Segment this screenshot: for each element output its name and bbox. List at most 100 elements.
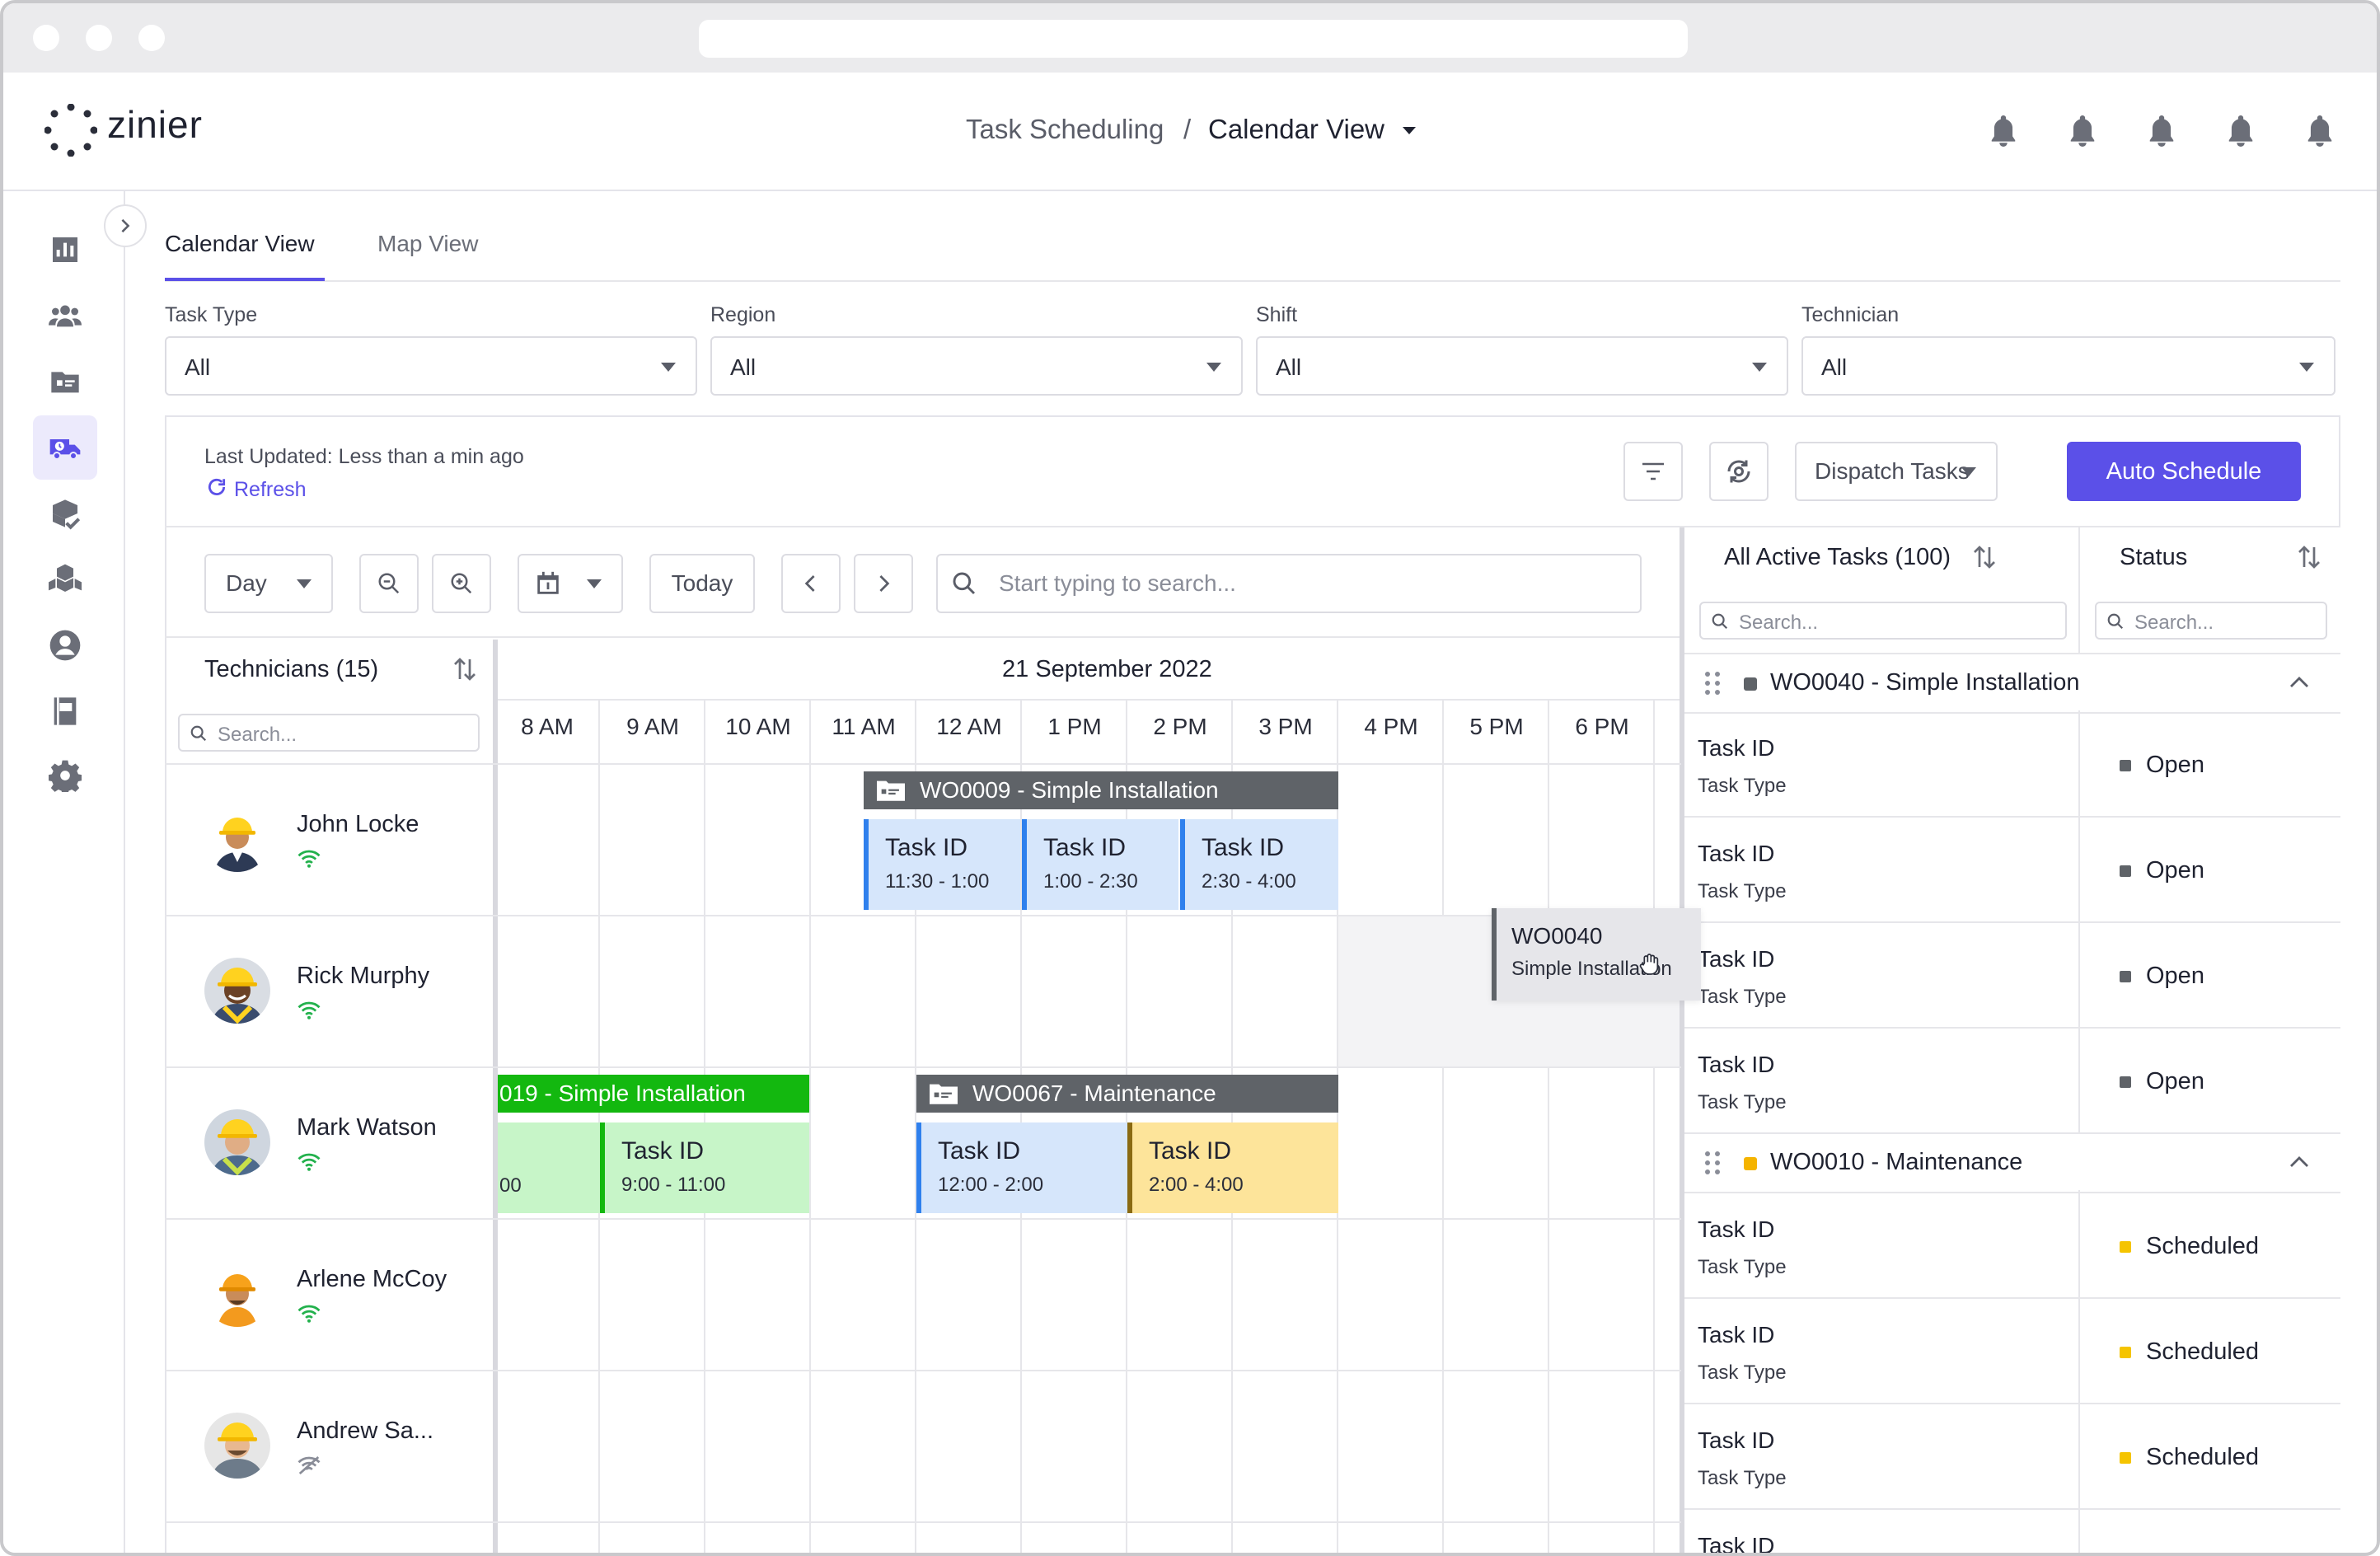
region-select[interactable]: All [710, 336, 1243, 396]
task-id[interactable]: Task ID [1698, 1052, 1775, 1077]
refresh-icon[interactable] [206, 476, 227, 498]
row-line [165, 1218, 1681, 1220]
technician-name[interactable]: Rick Murphy [297, 963, 430, 989]
book-report-icon[interactable] [33, 679, 97, 743]
user-profile-icon[interactable] [33, 613, 97, 677]
work-order-header[interactable]: 019 - Simple Installation [498, 1075, 809, 1113]
work-order-title: 019 - Simple Installation [499, 1080, 746, 1106]
filter-button[interactable] [1623, 442, 1683, 501]
zoom-out-button[interactable] [359, 554, 419, 613]
technician-name[interactable]: John Locke [297, 811, 419, 837]
bell-icon[interactable] [2225, 114, 2256, 148]
task-id[interactable]: Task ID [1698, 1427, 1775, 1453]
gear-icon[interactable] [33, 743, 97, 808]
sort-icon[interactable] [1970, 542, 1999, 572]
avatar[interactable] [204, 958, 270, 1024]
package-check-icon[interactable] [33, 481, 97, 546]
users-group-icon[interactable] [33, 284, 97, 348]
sort-icon[interactable] [450, 654, 480, 684]
window-minimize-dot[interactable] [86, 25, 112, 51]
today-button[interactable]: Today [649, 554, 755, 613]
bell-icon[interactable] [2067, 114, 2098, 148]
task-type-select[interactable]: All [165, 336, 697, 396]
avatar[interactable] [204, 1261, 270, 1327]
row-line [1684, 1297, 2340, 1299]
time-label: 5 PM [1469, 714, 1524, 739]
task-id[interactable]: Task ID [1698, 841, 1775, 866]
drag-handle-icon[interactable] [1704, 1151, 1721, 1175]
dragged-work-order-card[interactable]: WO0040 Simple Installation [1492, 908, 1701, 1001]
task-card[interactable]: Task ID 11:30 - 1:00 [864, 819, 1020, 910]
bell-icon[interactable] [2304, 114, 2335, 148]
task-card[interactable]: Task ID 2:00 - 4:00 [1127, 1122, 1338, 1213]
date-picker-button[interactable] [518, 554, 623, 613]
task-card[interactable]: Task ID 2:30 - 4:00 [1180, 819, 1338, 910]
prev-day-button[interactable] [781, 554, 841, 613]
dispatch-truck-icon[interactable] [33, 415, 97, 480]
status-text: Open [2146, 1068, 2204, 1094]
status-search-input[interactable]: Search... [2095, 602, 2327, 640]
caret-down-icon [1752, 363, 1767, 372]
status-label: Open [2120, 857, 2204, 884]
bell-icon[interactable] [2146, 114, 2177, 148]
calendar-search-input[interactable]: Start typing to search... [936, 554, 1642, 613]
window-close-dot[interactable] [33, 25, 59, 51]
avatar[interactable] [204, 806, 270, 872]
avatar[interactable] [204, 1413, 270, 1479]
caret-down-icon [1206, 363, 1221, 372]
chevron-up-icon[interactable] [2289, 674, 2309, 689]
bell-icon[interactable] [1988, 114, 2019, 148]
dashboard-chart-icon[interactable] [33, 218, 97, 282]
folder-card-icon[interactable] [33, 349, 97, 414]
work-order-header[interactable]: WO0067 - Maintenance [916, 1075, 1338, 1113]
technician-search-input[interactable]: Search... [178, 714, 480, 752]
tab-map-view[interactable]: Map View [377, 231, 479, 256]
sort-icon[interactable] [2294, 542, 2324, 572]
breadcrumb-parent[interactable]: Task Scheduling [966, 114, 1164, 144]
panel-resize-divider[interactable] [1680, 527, 1684, 1553]
chevron-up-icon[interactable] [2289, 1154, 2309, 1169]
breadcrumb-current[interactable]: Calendar View [1208, 114, 1385, 144]
shift-select[interactable]: All [1256, 336, 1788, 396]
status-header: Status [2120, 544, 2188, 570]
task-id[interactable]: Task ID [1698, 946, 1775, 972]
address-bar[interactable] [699, 20, 1688, 58]
time-label: 11 AM [832, 714, 896, 739]
task-card[interactable]: Task ID 9:00 - 11:00 [600, 1122, 809, 1213]
group-header[interactable]: WO0010 - Maintenance [1684, 1134, 2340, 1190]
task-id[interactable]: Task ID [1698, 735, 1775, 761]
technician-grid-divider[interactable] [493, 640, 498, 1553]
task-card[interactable]: 00 [498, 1122, 600, 1213]
dispatch-tasks-dropdown[interactable]: Dispatch Tasks [1795, 442, 1998, 501]
task-card[interactable]: Task ID 1:00 - 2:30 [1022, 819, 1178, 910]
top-bar: zinier Task Scheduling / Calendar View [3, 73, 2377, 191]
auto-schedule-button[interactable]: Auto Schedule [2067, 442, 2301, 501]
view-day-select[interactable]: Day [204, 554, 333, 613]
technician-select[interactable]: All [1801, 336, 2335, 396]
chevron-down-icon[interactable] [1403, 127, 1416, 134]
task-search-input[interactable]: Search... [1699, 602, 2067, 640]
boxes-icon[interactable] [33, 547, 97, 612]
technician-name[interactable]: Arlene McCoy [297, 1266, 447, 1292]
sidebar-expand-button[interactable] [104, 204, 147, 247]
window-maximize-dot[interactable] [138, 25, 165, 51]
task-card[interactable]: Task ID 12:00 - 2:00 [916, 1122, 1127, 1213]
sync-settings-button[interactable] [1709, 442, 1769, 501]
select-value: All [1821, 354, 1848, 380]
avatar[interactable] [204, 1109, 270, 1175]
task-id[interactable]: Task ID [1698, 1533, 1775, 1556]
status-label: Scheduled [2120, 1233, 2259, 1260]
group-header[interactable]: WO0040 - Simple Installation [1684, 654, 2340, 710]
work-order-header[interactable]: WO0009 - Simple Installation [864, 771, 1338, 809]
technician-name[interactable]: Mark Watson [297, 1114, 437, 1141]
tabs-divider [165, 280, 2340, 282]
drag-handle-icon[interactable] [1704, 671, 1721, 696]
row-line [1684, 816, 2340, 818]
task-id[interactable]: Task ID [1698, 1322, 1775, 1347]
tab-calendar-view[interactable]: Calendar View [165, 231, 315, 256]
refresh-link[interactable]: Refresh [234, 478, 307, 501]
task-id[interactable]: Task ID [1698, 1216, 1775, 1242]
technician-name[interactable]: Andrew Sa... [297, 1418, 434, 1444]
zoom-in-button[interactable] [432, 554, 491, 613]
next-day-button[interactable] [854, 554, 913, 613]
